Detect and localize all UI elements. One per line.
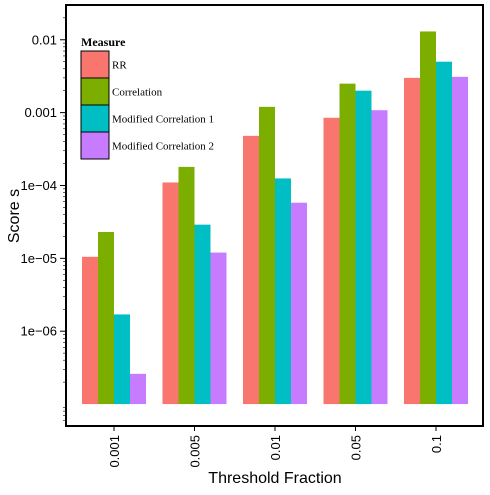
bar-modified-correlation-2-0.001 — [130, 373, 146, 405]
legend-label: RR — [112, 60, 127, 72]
legend-key-modified-correlation-2 — [80, 131, 110, 160]
bar-correlation-0.001 — [98, 231, 114, 405]
legend-label: Correlation — [112, 87, 163, 99]
y-tick-label: 0.01 — [32, 32, 57, 47]
bar-rr-0.05 — [323, 117, 340, 405]
bar-correlation-0.05 — [339, 83, 356, 405]
legend-key-modified-correlation-1 — [80, 104, 110, 133]
bar-modified-correlation-1-0.05 — [355, 90, 372, 405]
bar-correlation-0.01 — [259, 106, 275, 405]
x-axis-title: Threshold Fraction — [208, 470, 341, 487]
bar-modified-correlation-2-0.05 — [371, 110, 388, 405]
bar-modified-correlation-2-0.01 — [291, 202, 307, 405]
legend-label: Modified Correlation 1 — [112, 114, 214, 126]
bars-layer — [82, 31, 468, 405]
legend: Measure RR Correlation Modified Correlatio… — [80, 35, 214, 160]
legend-key-correlation — [80, 77, 110, 106]
x-tick-label: 0.001 — [107, 435, 122, 468]
legend-key-rr — [80, 50, 110, 79]
x-tick-label: 0.1 — [429, 435, 444, 453]
bar-modified-correlation-1-0.001 — [114, 314, 130, 405]
x-tick-label: 0.005 — [188, 435, 203, 468]
y-tick-label: 1e−04 — [20, 178, 57, 193]
legend-title: Measure — [81, 35, 126, 49]
y-tick-label: 1e−05 — [20, 251, 57, 266]
x-axis: 0.001 0.005 0.01 0.05 0.1 — [107, 426, 444, 468]
bar-modified-correlation-2-0.005 — [210, 252, 227, 405]
bar-modified-correlation-1-0.005 — [194, 224, 211, 405]
bar-rr-0.005 — [162, 182, 179, 405]
bar-modified-correlation-2-0.1 — [452, 76, 468, 405]
y-tick-label: 0.001 — [24, 105, 57, 120]
x-tick-label: 0.05 — [349, 435, 364, 460]
y-axis-title: Score s — [6, 189, 23, 243]
y-tick-label: 1e−06 — [20, 324, 57, 339]
bar-modified-correlation-1-0.1 — [436, 61, 452, 405]
bar-rr-0.01 — [243, 135, 259, 405]
bar-correlation-0.005 — [178, 166, 195, 405]
y-axis: 1e−06 1e−05 1e−04 0.001 0.01 — [20, 17, 66, 421]
bar-correlation-0.1 — [420, 31, 436, 405]
bar-modified-correlation-1-0.01 — [275, 178, 291, 405]
bar-rr-0.001 — [82, 256, 98, 405]
bar-rr-0.1 — [404, 77, 420, 405]
legend-label: Modified Correlation 2 — [112, 141, 214, 153]
x-tick-label: 0.01 — [268, 435, 283, 460]
